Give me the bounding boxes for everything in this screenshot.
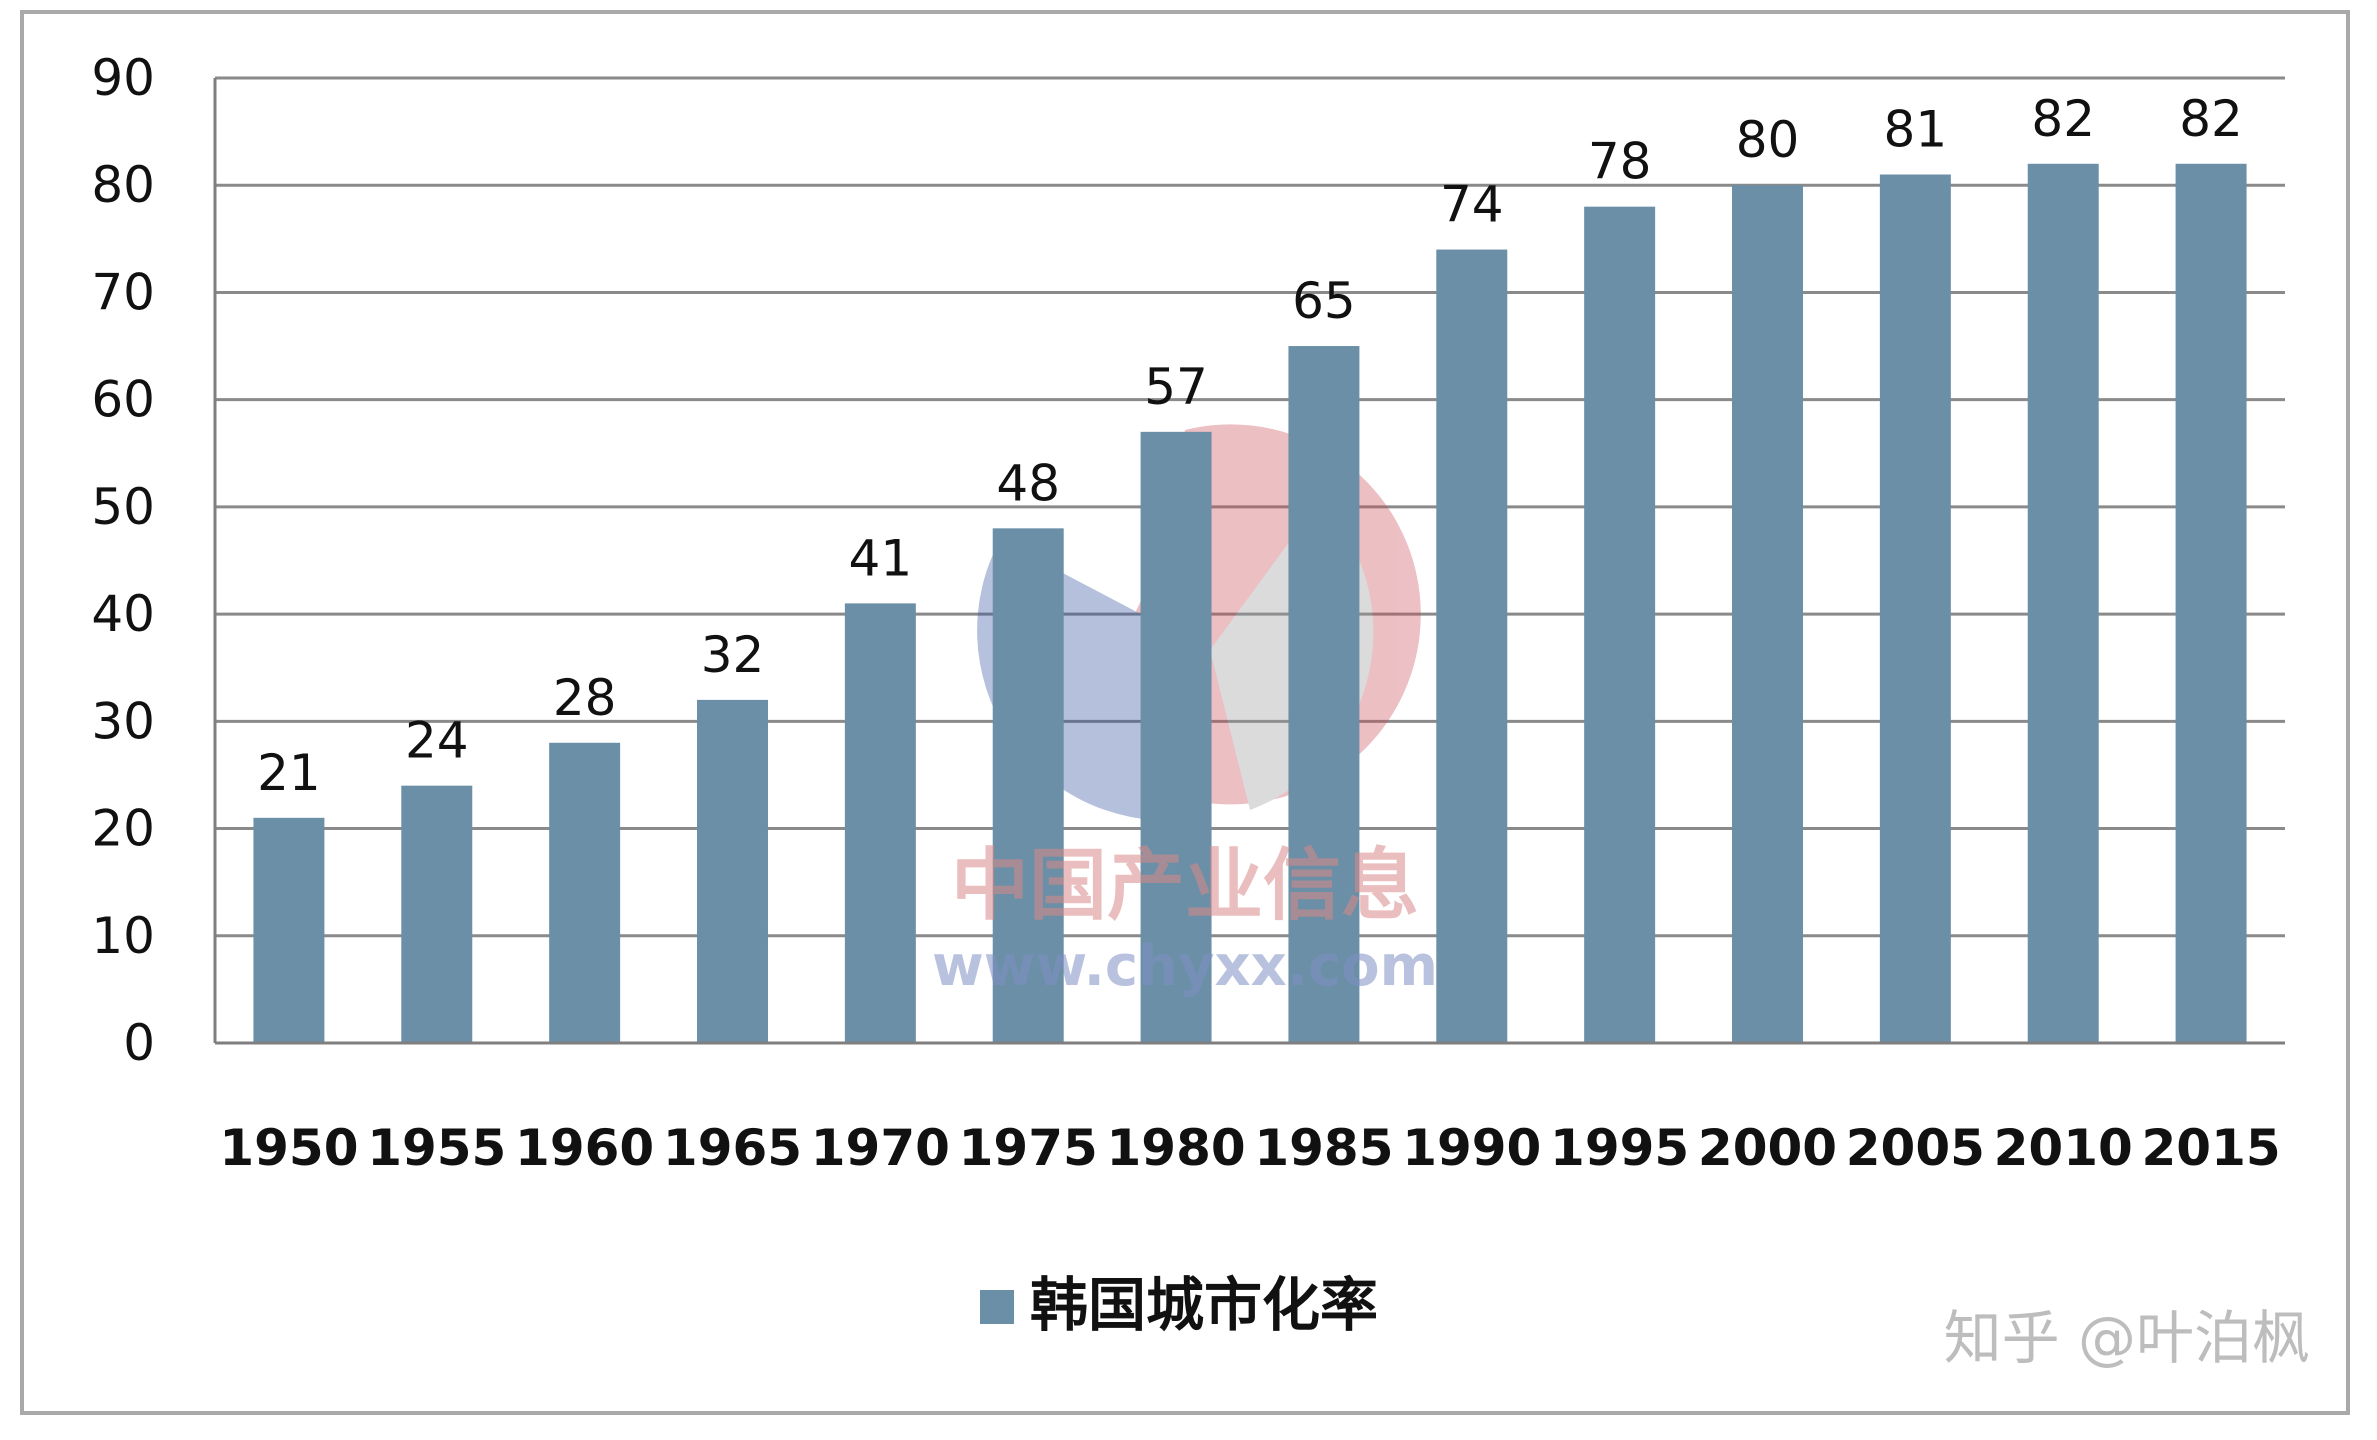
data-labels: 21 24 28 32 41 48 57 65 74 78 80 81 82 82 bbox=[257, 90, 2243, 802]
x-tick-label-2015: 2015 bbox=[2141, 1119, 2280, 1177]
bar-2005 bbox=[1879, 174, 1951, 1043]
watermark-credit: 知乎 @叶泊枫 bbox=[1944, 1304, 2310, 1372]
bar-1950 bbox=[253, 817, 325, 1043]
data-label-1990: 74 bbox=[1440, 176, 1504, 234]
data-label-1970: 41 bbox=[849, 529, 913, 587]
legend-swatch bbox=[980, 1290, 1014, 1324]
bar-2000 bbox=[1732, 185, 1803, 1043]
y-tick-label: 0 bbox=[123, 1014, 155, 1072]
x-tick-label-2005: 2005 bbox=[1846, 1119, 1985, 1177]
bar-1985 bbox=[1288, 346, 1360, 1043]
bar-1975 bbox=[992, 528, 1064, 1043]
data-label-1960: 28 bbox=[553, 669, 617, 727]
data-label-1975: 48 bbox=[996, 454, 1060, 512]
y-tick-label: 80 bbox=[91, 156, 155, 214]
bar-1980 bbox=[1140, 431, 1212, 1043]
data-label-1995: 78 bbox=[1588, 133, 1652, 191]
bar-2010 bbox=[2027, 163, 2099, 1043]
data-label-2000: 80 bbox=[1736, 111, 1800, 169]
bar-2015 bbox=[2175, 163, 2247, 1043]
watermark-cn-text: 中国产业信息 bbox=[951, 841, 1419, 931]
bars bbox=[253, 163, 2247, 1044]
y-tick-label: 70 bbox=[91, 263, 155, 321]
data-label-2010: 82 bbox=[2031, 90, 2095, 148]
y-tick-label: 10 bbox=[91, 907, 155, 965]
legend: 韩国城市化率 bbox=[980, 1271, 1378, 1339]
x-tick-label-1980: 1980 bbox=[1106, 1119, 1245, 1177]
bar-1995 bbox=[1584, 206, 1656, 1043]
data-label-1955: 24 bbox=[405, 712, 469, 770]
y-tick-label: 30 bbox=[91, 692, 155, 750]
x-tick-label-2000: 2000 bbox=[1698, 1119, 1837, 1177]
x-tick-label-1985: 1985 bbox=[1254, 1119, 1393, 1177]
x-tick-label-1965: 1965 bbox=[663, 1119, 802, 1177]
y-tick-label: 50 bbox=[91, 478, 155, 536]
data-label-1985: 65 bbox=[1292, 272, 1356, 330]
y-axis-ticks: 0 10 20 30 40 50 60 70 80 90 bbox=[91, 49, 155, 1072]
x-axis-ticks: 1950 1955 1960 1965 1970 1975 1980 1985 1990 1995… bbox=[219, 1119, 2280, 1177]
bar-1970 bbox=[844, 603, 916, 1043]
data-label-1965: 32 bbox=[701, 626, 765, 684]
x-tick-label-1960: 1960 bbox=[515, 1119, 654, 1177]
y-tick-label: 20 bbox=[91, 800, 155, 858]
y-tick-label: 60 bbox=[91, 371, 155, 429]
bar-1955 bbox=[401, 785, 473, 1043]
data-label-1980: 57 bbox=[1144, 358, 1208, 416]
bar-1965 bbox=[697, 699, 768, 1043]
legend-label: 韩国城市化率 bbox=[1030, 1271, 1378, 1339]
x-tick-label-1970: 1970 bbox=[811, 1119, 950, 1177]
x-tick-label-1990: 1990 bbox=[1402, 1119, 1541, 1177]
watermark-url-text: www.chyxx.com bbox=[932, 934, 1438, 999]
x-tick-label-2010: 2010 bbox=[1994, 1119, 2133, 1177]
y-tick-label: 90 bbox=[91, 49, 155, 107]
x-tick-label-1950: 1950 bbox=[219, 1119, 358, 1177]
bar-1990 bbox=[1436, 249, 1508, 1044]
x-tick-label-1995: 1995 bbox=[1550, 1119, 1689, 1177]
data-label-2015: 82 bbox=[2179, 90, 2243, 148]
x-tick-label-1975: 1975 bbox=[959, 1119, 1098, 1177]
y-tick-label: 40 bbox=[91, 585, 155, 643]
data-label-2005: 81 bbox=[1884, 101, 1948, 159]
data-label-1950: 21 bbox=[257, 744, 321, 802]
bar-1960 bbox=[549, 742, 621, 1043]
x-tick-label-1955: 1955 bbox=[367, 1119, 506, 1177]
